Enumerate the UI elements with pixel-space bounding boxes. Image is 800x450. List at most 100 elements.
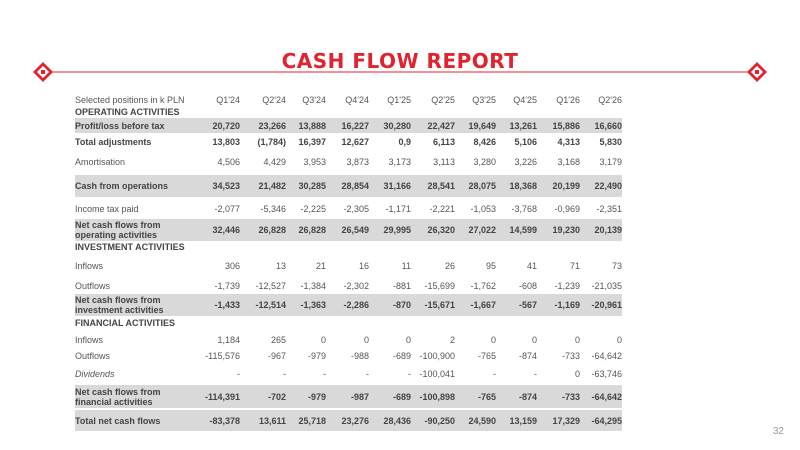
cell-value: 23,266	[258, 120, 286, 131]
cell-value: 4,506	[217, 157, 240, 167]
cell-value: 26,549	[341, 225, 369, 235]
cell-value: -64,642	[591, 351, 622, 361]
cell-value: -3,768	[511, 204, 537, 214]
cell-value: 16,397	[298, 137, 326, 147]
cell-value: -5,346	[260, 204, 286, 214]
cell-value: -2,225	[300, 204, 326, 214]
cell-value: -20,961	[591, 300, 622, 310]
cell-value: -874	[518, 351, 537, 361]
cell-value: 14,599	[509, 225, 537, 235]
cell-value: -765	[477, 391, 496, 402]
cell-value: 28,541	[427, 181, 455, 191]
cell-value: -765	[477, 351, 496, 361]
cell-value: 23,276	[341, 415, 369, 426]
cell-value: 0	[490, 335, 496, 345]
cell-value: -2,286	[343, 300, 369, 310]
cell-value: 26	[444, 261, 455, 271]
cell-value: 2	[449, 335, 455, 345]
column-header: Q3'24	[302, 95, 326, 105]
row-label: Net cash flows from operating activities	[75, 220, 161, 240]
cell-value: -874	[518, 391, 537, 402]
section-title: FINANCIAL ACTIVITIES	[75, 318, 176, 328]
row-label: Profit/loss before tax	[75, 120, 165, 131]
column-header: Q3'25	[472, 95, 496, 105]
cell-value: 28,436	[383, 415, 411, 426]
row-label: Income tax paid	[75, 204, 139, 214]
cell-value: -1,363	[300, 300, 326, 310]
cell-value: -100,041	[419, 369, 455, 379]
cell-value: -2,302	[343, 281, 369, 291]
cell-value: 13	[275, 261, 286, 271]
row-label: Cash from operations	[75, 181, 169, 191]
cell-value: -2,077	[214, 204, 240, 214]
row-label: Inflows	[75, 261, 104, 271]
cell-value: 19,649	[468, 120, 496, 131]
cell-value: -987	[350, 391, 369, 402]
column-header: Q1'26	[556, 95, 580, 105]
cell-value: -1,667	[470, 300, 496, 310]
row-background	[75, 175, 622, 197]
cell-value: -0,969	[554, 204, 580, 214]
cell-value: 41	[526, 261, 537, 271]
cell-value: 21,482	[258, 181, 286, 191]
cell-value: (1,784)	[257, 137, 286, 147]
cell-value: 0	[363, 335, 369, 345]
cell-value: 24,590	[468, 415, 496, 426]
cell-value: 3,280	[473, 157, 496, 167]
cell-value: 34,523	[212, 181, 240, 191]
cell-value: -1,762	[470, 281, 496, 291]
row-label: Outflows	[75, 351, 111, 361]
cell-value: 20,139	[594, 225, 622, 235]
cell-value: -2,351	[596, 204, 622, 214]
cell-value: 22,427	[427, 120, 455, 131]
cell-value: -	[493, 369, 496, 379]
cell-value: 13,611	[258, 415, 286, 426]
cell-value: -689	[392, 391, 411, 402]
cell-value: -	[283, 369, 286, 379]
cell-value: -63,746	[591, 369, 622, 379]
column-header: Q1'25	[387, 95, 411, 105]
cell-value: 29,995	[383, 225, 411, 235]
cell-value: 16,660	[594, 120, 622, 131]
title: CASH FLOW REPORT	[281, 49, 519, 73]
cell-value: -114,391	[204, 391, 240, 402]
cell-value: -608	[518, 281, 537, 291]
cell-value: 95	[485, 261, 496, 271]
column-header: Q2'24	[262, 95, 286, 105]
cell-value: 26,320	[427, 225, 455, 235]
cell-value: -	[366, 369, 369, 379]
cell-value: -1,239	[554, 281, 580, 291]
cell-value: 31,166	[383, 181, 411, 191]
cell-value: -100,898	[419, 391, 455, 402]
cell-value: -870	[392, 300, 411, 310]
cell-value: 3,953	[303, 157, 326, 167]
cell-value: -1,739	[214, 281, 240, 291]
cell-value: 22,490	[594, 181, 622, 191]
cell-value: -988	[350, 351, 369, 361]
cell-value: -83,378	[209, 415, 240, 426]
row-label: Outflows	[75, 281, 111, 291]
cell-value: 20,199	[552, 181, 580, 191]
row-label: Net cash flows from investment activitie…	[75, 295, 164, 315]
cell-value: -	[534, 369, 537, 379]
row-label: Total net cash flows	[75, 415, 161, 426]
header-label: Selected positions in k PLN	[75, 95, 185, 105]
section-title: INVESTMENT ACTIVITIES	[75, 242, 185, 252]
cell-value: -881	[392, 281, 411, 291]
column-header: Q4'25	[513, 95, 537, 105]
cell-value: -	[323, 369, 326, 379]
cell-value: 8,426	[473, 137, 496, 147]
cell-value: 11	[401, 261, 411, 271]
cell-value: 73	[611, 261, 622, 271]
cell-value: 0	[616, 335, 622, 345]
cell-value: -64,295	[591, 415, 622, 426]
cell-value: 5,830	[599, 137, 622, 147]
cell-value: 3,168	[557, 157, 580, 167]
cell-value: 13,888	[298, 120, 326, 131]
cell-value: 17,329	[552, 415, 580, 426]
cell-value: 5,106	[514, 137, 537, 147]
cell-value: 265	[270, 335, 286, 345]
cell-value: 15,886	[552, 120, 580, 131]
